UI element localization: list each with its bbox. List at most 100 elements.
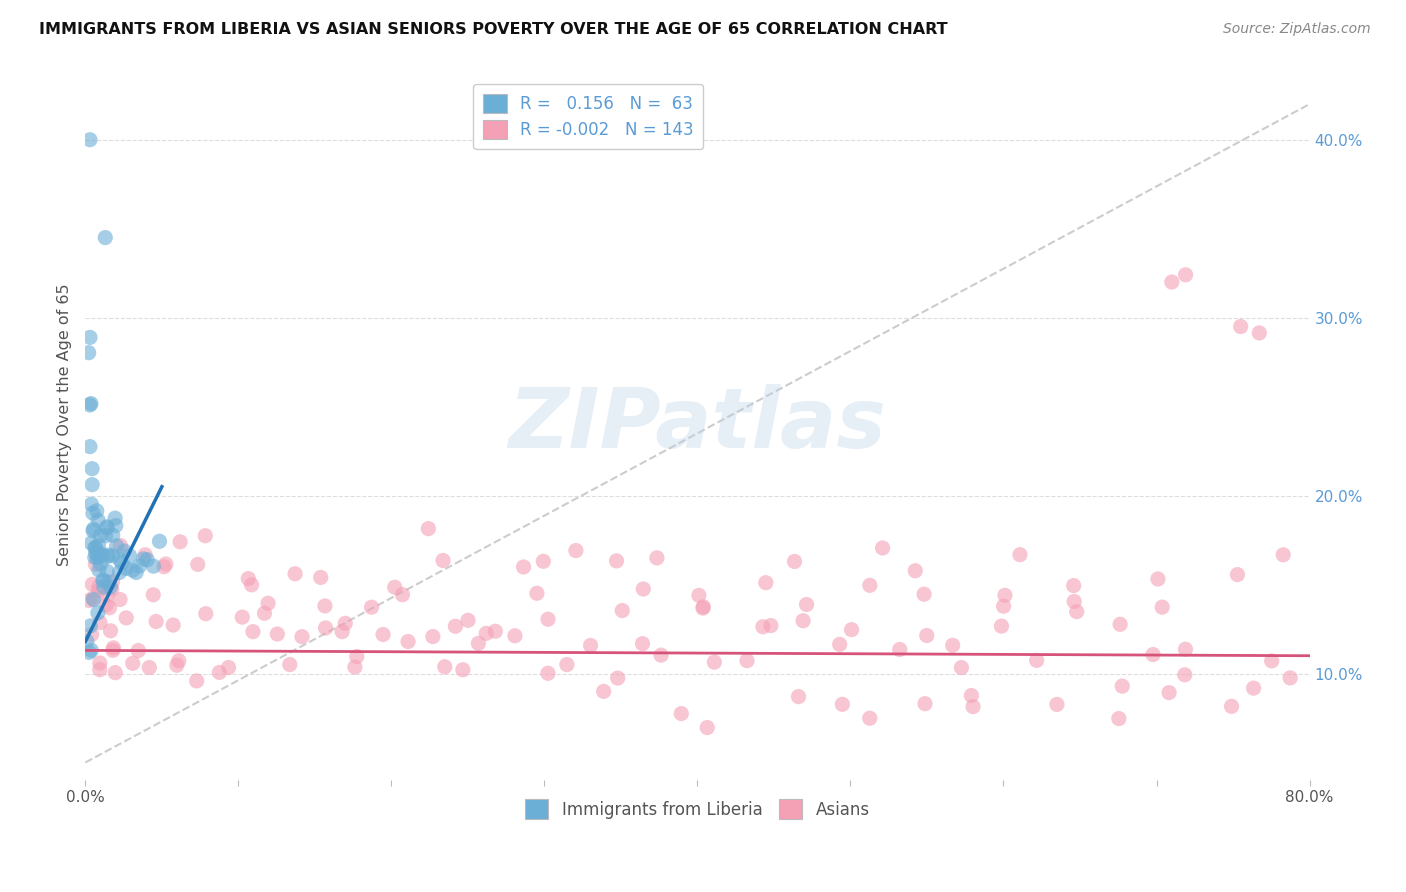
Point bbox=[692, 599, 714, 614]
Point bbox=[82, 524, 104, 538]
Point bbox=[86, 504, 108, 518]
Point bbox=[115, 561, 138, 575]
Point bbox=[343, 660, 366, 674]
Point bbox=[110, 539, 132, 553]
Point bbox=[89, 615, 111, 630]
Point bbox=[645, 550, 668, 565]
Point bbox=[962, 699, 984, 714]
Point bbox=[384, 580, 406, 594]
Point bbox=[792, 614, 814, 628]
Point bbox=[671, 706, 693, 721]
Point bbox=[93, 580, 115, 594]
Point bbox=[82, 477, 104, 491]
Point bbox=[87, 606, 110, 620]
Point bbox=[1008, 548, 1031, 562]
Point bbox=[752, 620, 775, 634]
Point bbox=[1226, 567, 1249, 582]
Text: IMMIGRANTS FROM LIBERIA VS ASIAN SENIORS POVERTY OVER THE AGE OF 65 CORRELATION : IMMIGRANTS FROM LIBERIA VS ASIAN SENIORS… bbox=[39, 22, 948, 37]
Point bbox=[89, 548, 111, 562]
Point bbox=[257, 596, 280, 610]
Point bbox=[128, 559, 150, 574]
Point bbox=[993, 599, 1015, 614]
Point bbox=[80, 396, 103, 410]
Point bbox=[96, 588, 118, 602]
Point bbox=[1174, 642, 1197, 657]
Point bbox=[167, 654, 190, 668]
Point bbox=[83, 522, 105, 536]
Point bbox=[1160, 275, 1182, 289]
Point bbox=[914, 697, 936, 711]
Point bbox=[346, 649, 368, 664]
Point bbox=[101, 643, 124, 657]
Point bbox=[186, 673, 208, 688]
Point bbox=[703, 655, 725, 669]
Point bbox=[101, 549, 124, 563]
Point bbox=[872, 541, 894, 555]
Point bbox=[162, 618, 184, 632]
Point bbox=[80, 627, 103, 641]
Point bbox=[115, 611, 138, 625]
Point bbox=[391, 588, 413, 602]
Point bbox=[592, 684, 614, 698]
Point bbox=[555, 657, 578, 672]
Point bbox=[942, 638, 965, 652]
Point bbox=[537, 612, 560, 626]
Point bbox=[531, 554, 554, 568]
Point bbox=[291, 630, 314, 644]
Point bbox=[87, 580, 110, 594]
Point bbox=[915, 628, 938, 642]
Point bbox=[475, 626, 498, 640]
Point bbox=[612, 603, 634, 617]
Point bbox=[759, 618, 782, 632]
Point bbox=[83, 541, 105, 555]
Point bbox=[91, 574, 114, 588]
Point bbox=[889, 642, 911, 657]
Point bbox=[153, 559, 176, 574]
Point bbox=[1025, 653, 1047, 667]
Point bbox=[238, 572, 260, 586]
Point bbox=[94, 230, 117, 244]
Point bbox=[118, 549, 141, 563]
Point bbox=[1111, 679, 1133, 693]
Point bbox=[360, 600, 382, 615]
Point bbox=[828, 637, 851, 651]
Point bbox=[335, 616, 357, 631]
Point bbox=[127, 643, 149, 657]
Point bbox=[1157, 686, 1180, 700]
Point bbox=[136, 553, 159, 567]
Point bbox=[218, 660, 240, 674]
Point bbox=[101, 528, 124, 542]
Point bbox=[80, 497, 103, 511]
Point bbox=[692, 601, 714, 615]
Point bbox=[371, 627, 394, 641]
Point bbox=[266, 627, 288, 641]
Point bbox=[108, 566, 131, 580]
Point bbox=[90, 557, 112, 571]
Point bbox=[579, 639, 602, 653]
Point bbox=[467, 636, 489, 650]
Point bbox=[187, 558, 209, 572]
Point bbox=[859, 711, 882, 725]
Point bbox=[418, 522, 440, 536]
Point bbox=[77, 345, 100, 359]
Point bbox=[104, 511, 127, 525]
Point bbox=[484, 624, 506, 639]
Point bbox=[309, 570, 332, 584]
Point bbox=[688, 588, 710, 602]
Point bbox=[1174, 268, 1197, 282]
Point bbox=[91, 548, 114, 562]
Point bbox=[121, 657, 143, 671]
Point bbox=[194, 607, 217, 621]
Point bbox=[87, 549, 110, 564]
Point bbox=[96, 598, 118, 612]
Point bbox=[87, 538, 110, 552]
Point bbox=[84, 546, 107, 560]
Point bbox=[83, 550, 105, 565]
Point bbox=[1243, 681, 1265, 695]
Point bbox=[104, 665, 127, 680]
Point bbox=[1249, 326, 1271, 340]
Point bbox=[950, 660, 973, 674]
Point bbox=[194, 529, 217, 543]
Point bbox=[231, 610, 253, 624]
Point bbox=[1142, 648, 1164, 662]
